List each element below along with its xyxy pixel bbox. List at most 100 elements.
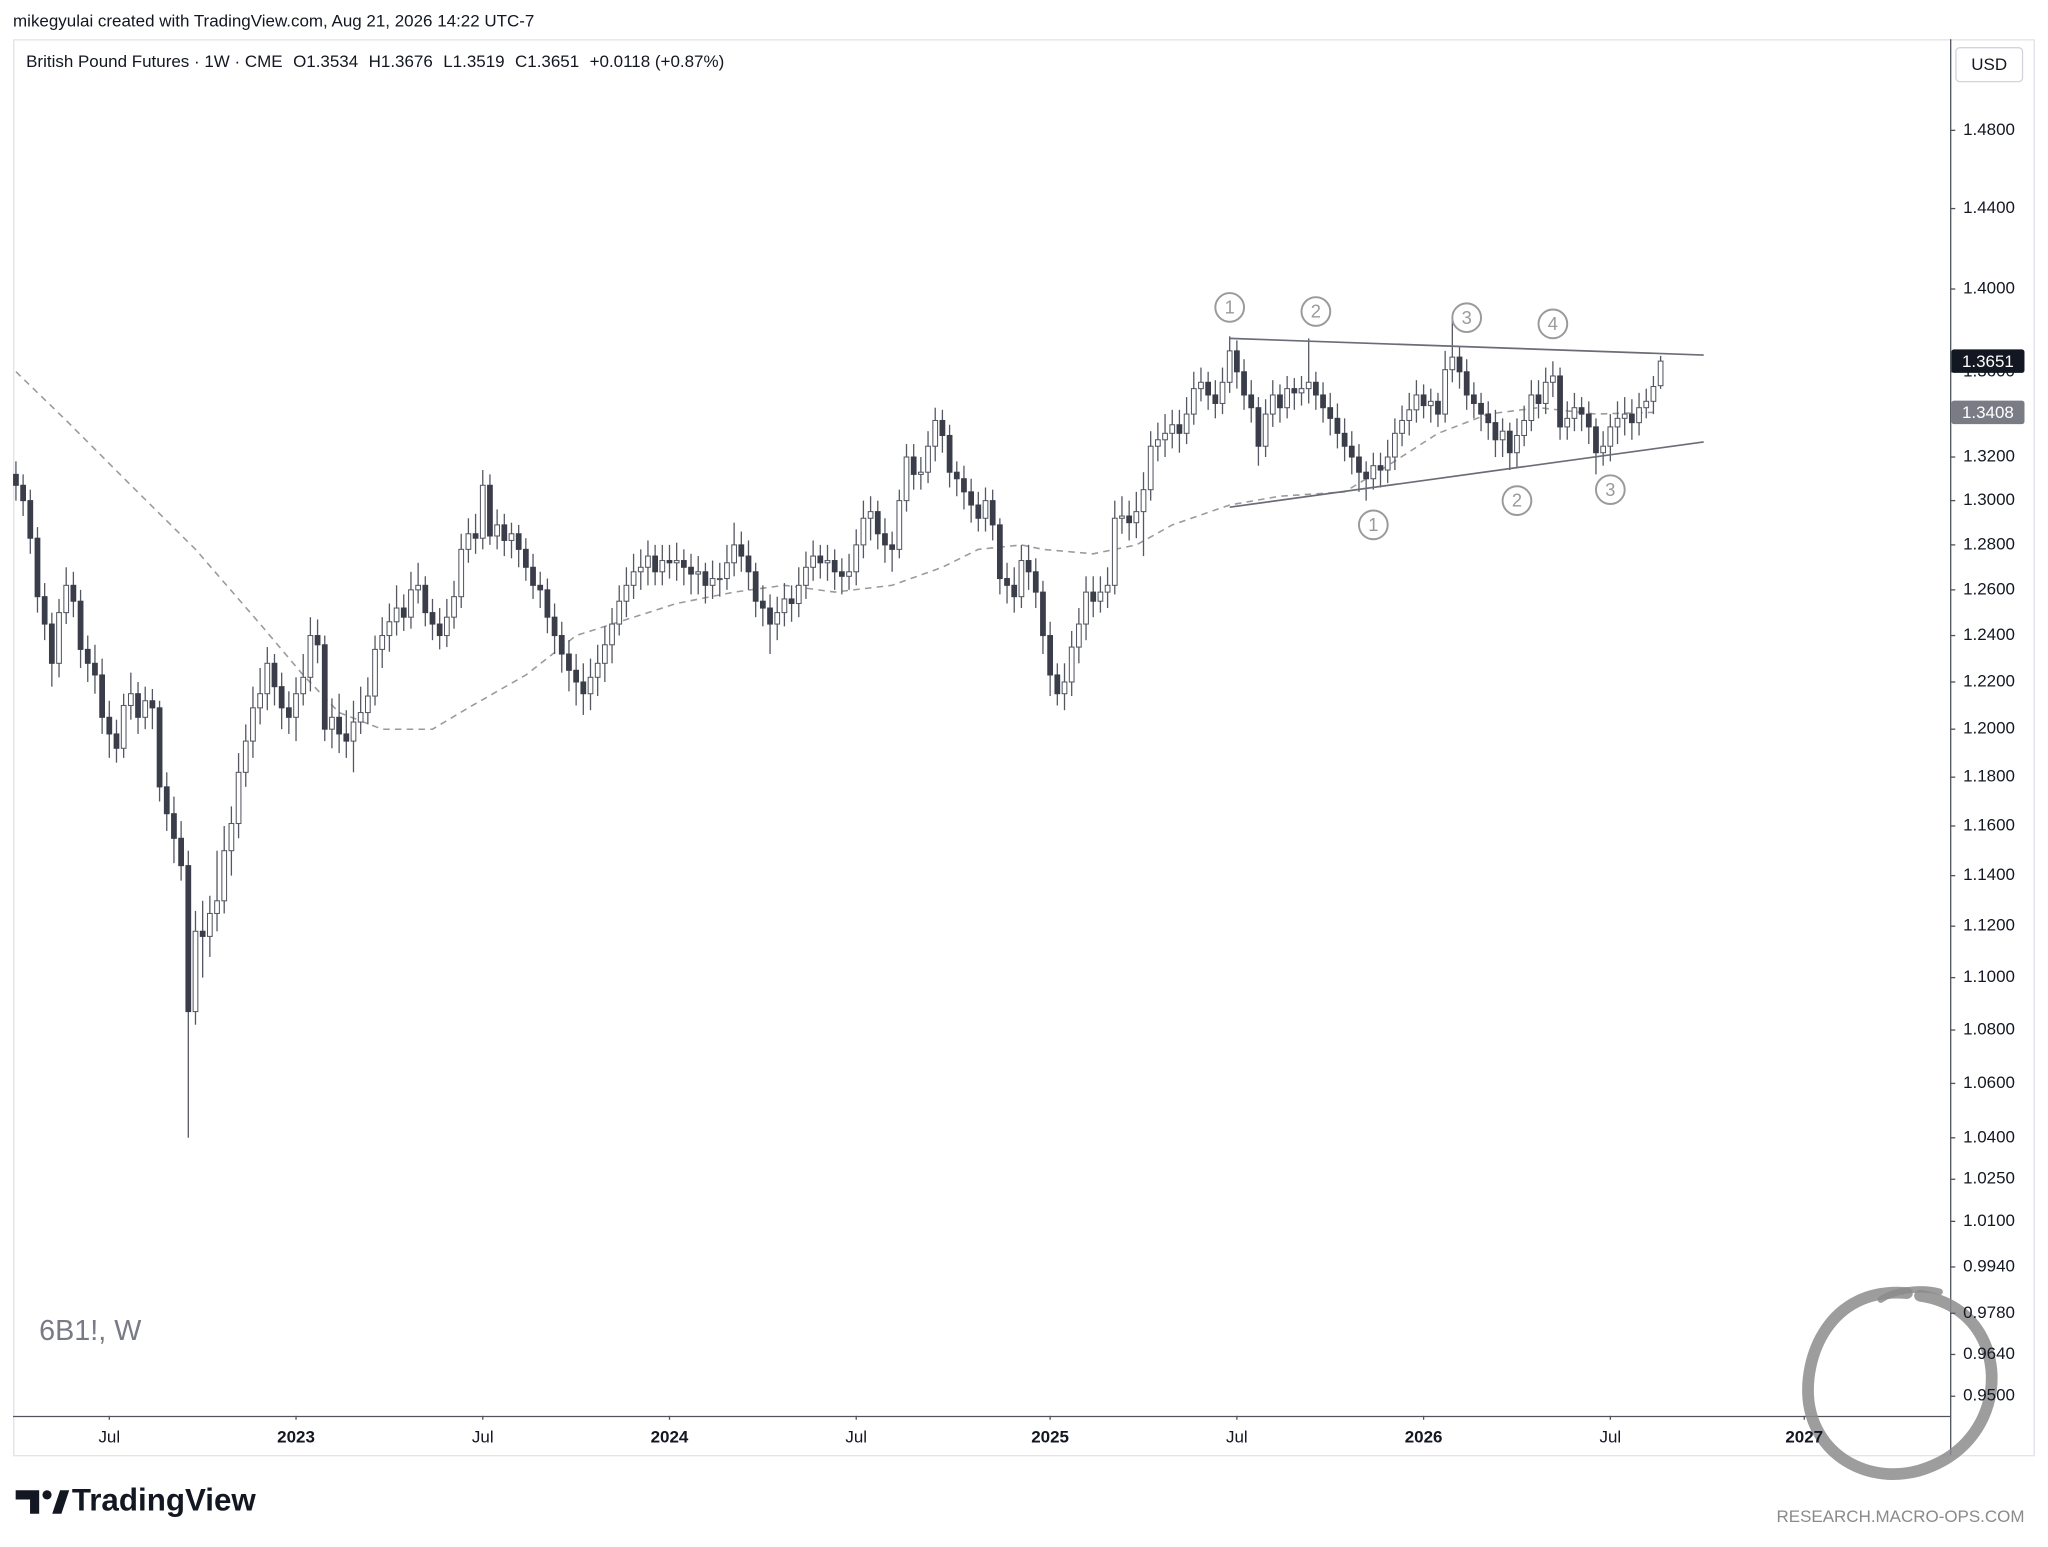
y-tick-label: 1.1600 — [1963, 815, 2015, 834]
enso-logo — [1802, 1286, 1998, 1480]
candle-body — [1571, 407, 1578, 419]
candle-body — [1506, 430, 1513, 454]
candle-body — [1650, 385, 1657, 402]
legend-value: L1.3519 — [443, 52, 504, 71]
y-tick-label: 1.0100 — [1963, 1211, 2015, 1230]
candle-body — [594, 662, 601, 678]
candle-body — [810, 555, 817, 568]
candle-body — [616, 600, 623, 625]
candle-body — [34, 537, 41, 598]
wave-label: 3 — [1605, 479, 1615, 500]
candle-body — [343, 733, 350, 742]
y-tick-label: 1.3200 — [1963, 447, 2015, 466]
candle-body — [1298, 388, 1305, 394]
y-tick-label: 1.0250 — [1963, 1169, 2015, 1188]
legend-title: British Pound Futures · 1W · CME — [26, 52, 283, 71]
candle-body — [443, 616, 450, 637]
candle-body — [127, 693, 134, 707]
candle-body — [1291, 388, 1298, 394]
candle-body — [1593, 426, 1599, 454]
candle-body — [537, 584, 544, 591]
candle-body — [1269, 394, 1276, 415]
candle-body — [56, 612, 62, 664]
candle-body — [1111, 517, 1118, 586]
candle-body — [429, 612, 436, 625]
candle-body — [84, 648, 91, 664]
candle-body — [1392, 432, 1398, 458]
wave-label: 2 — [1311, 301, 1321, 322]
candle-body — [113, 733, 120, 749]
candle-body — [393, 607, 400, 623]
candle-body — [795, 584, 802, 605]
currency-label[interactable]: USD — [1971, 55, 2007, 74]
y-tick-label: 1.4400 — [1963, 198, 2015, 217]
candle-body — [1521, 419, 1528, 436]
candle-body — [1356, 456, 1362, 473]
currency-box[interactable] — [1955, 47, 2024, 83]
candle-body — [1578, 407, 1585, 415]
candle-body — [824, 560, 831, 564]
y-tick-label: 1.0800 — [1963, 1020, 2015, 1039]
candle-body — [99, 674, 105, 718]
candle-body — [659, 560, 666, 573]
candle-body — [946, 434, 953, 473]
y-tick-label: 0.9640 — [1963, 1344, 2015, 1363]
candle-body — [767, 607, 773, 625]
candle-body — [1406, 409, 1413, 422]
candle-body — [415, 584, 421, 591]
y-tick-label: 0.9780 — [1963, 1303, 2015, 1322]
tradingview-logo — [15, 1490, 70, 1514]
candle-body — [702, 571, 709, 586]
candle-body — [1061, 681, 1068, 695]
trendline — [1229, 441, 1704, 509]
candle-body — [573, 669, 580, 683]
candle-body — [1233, 350, 1240, 373]
candle-body — [903, 456, 910, 502]
candle-body — [745, 555, 752, 573]
candle-body — [77, 600, 84, 650]
candle-body — [666, 560, 673, 564]
candle-body — [1047, 635, 1054, 676]
candle-body — [910, 456, 917, 475]
candle-body — [285, 707, 292, 718]
candle-body — [587, 676, 594, 695]
y-tick-label: 0.9500 — [1963, 1386, 2015, 1405]
y-tick-label: 1.0400 — [1963, 1127, 2015, 1146]
candle-body — [1492, 422, 1499, 441]
candle-body — [1478, 402, 1484, 415]
x-tick-label: Jul — [472, 1428, 494, 1447]
wave-label: 1 — [1225, 297, 1235, 318]
x-tick-label: 2024 — [651, 1428, 689, 1447]
candle-body — [1004, 578, 1010, 586]
candle-body — [1205, 381, 1212, 396]
candle-body — [235, 771, 242, 825]
wave-marker — [1451, 302, 1483, 334]
candle-body — [271, 662, 278, 688]
candle-body — [831, 560, 838, 573]
candle-body — [601, 644, 608, 664]
candle-body — [874, 511, 881, 535]
candle-body — [1348, 445, 1355, 458]
candle-body — [1327, 407, 1334, 419]
candle-body — [63, 584, 70, 614]
candle-body — [551, 616, 558, 637]
candle-body — [508, 533, 515, 541]
legend-value: H1.3676 — [369, 52, 433, 71]
y-tick-label: 0.9940 — [1963, 1256, 2015, 1275]
candle-body — [1550, 375, 1556, 383]
candle-body — [293, 693, 299, 718]
candle-body — [458, 548, 465, 598]
candle-body — [652, 555, 659, 573]
candle-body — [1377, 465, 1384, 471]
candle-body — [185, 865, 192, 1013]
candle-body — [637, 566, 644, 573]
candle-body — [716, 578, 723, 581]
candle-body — [961, 478, 967, 493]
candle-body — [1657, 360, 1664, 387]
x-tick-label: 2025 — [1031, 1428, 1069, 1447]
candle-body — [673, 560, 680, 564]
candle-body — [1535, 394, 1542, 404]
y-tick-label: 1.2600 — [1963, 579, 2015, 598]
candle-body — [853, 544, 860, 573]
